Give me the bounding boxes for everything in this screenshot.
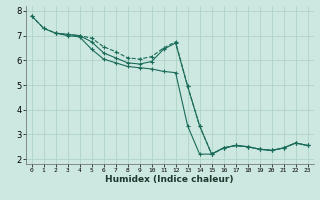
X-axis label: Humidex (Indice chaleur): Humidex (Indice chaleur) — [105, 175, 234, 184]
